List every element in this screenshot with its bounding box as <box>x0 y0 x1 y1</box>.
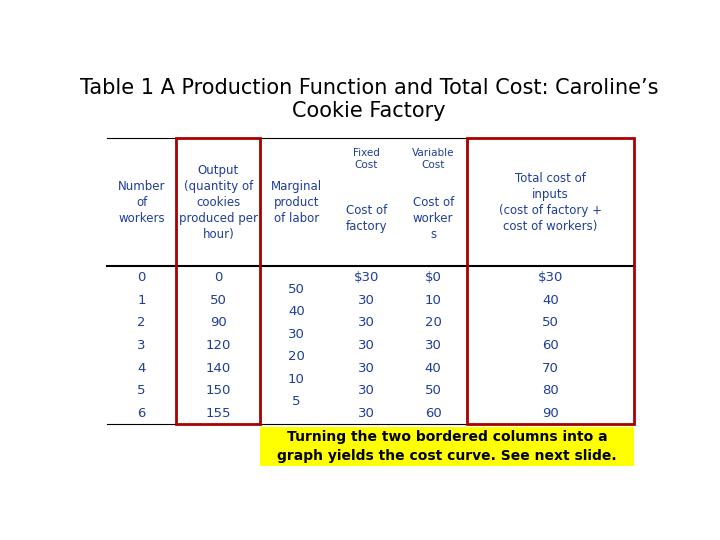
Text: 10: 10 <box>288 373 305 386</box>
Text: 60: 60 <box>542 339 559 352</box>
Text: 30: 30 <box>358 316 374 329</box>
Text: 50: 50 <box>542 316 559 329</box>
Text: 0: 0 <box>138 271 146 284</box>
Text: 40: 40 <box>425 362 441 375</box>
Text: 150: 150 <box>206 384 231 397</box>
Text: 70: 70 <box>542 362 559 375</box>
Text: Marginal
product
of labor: Marginal product of labor <box>271 179 322 225</box>
Text: Table 1 A Production Function and Total Cost: Caroline’s: Table 1 A Production Function and Total … <box>80 78 658 98</box>
Text: 5: 5 <box>138 384 146 397</box>
Text: 50: 50 <box>288 282 305 295</box>
Text: 10: 10 <box>425 294 441 307</box>
Text: 1: 1 <box>138 294 146 307</box>
Text: 80: 80 <box>542 384 559 397</box>
Text: 30: 30 <box>288 328 305 341</box>
Text: 20: 20 <box>288 350 305 363</box>
FancyBboxPatch shape <box>260 427 634 466</box>
Text: $30: $30 <box>538 271 563 284</box>
Text: 90: 90 <box>542 407 559 420</box>
Text: Turning the two bordered columns into a
graph yields the cost curve. See next sl: Turning the two bordered columns into a … <box>277 429 617 463</box>
Text: 40: 40 <box>288 305 305 318</box>
Text: 30: 30 <box>358 407 374 420</box>
Text: 30: 30 <box>358 384 374 397</box>
Text: 0: 0 <box>214 271 222 284</box>
Text: 120: 120 <box>206 339 231 352</box>
Text: Fixed
Cost: Fixed Cost <box>353 148 379 170</box>
Text: Cost of
worker
s: Cost of worker s <box>413 196 454 241</box>
Text: 90: 90 <box>210 316 227 329</box>
Text: Total cost of
inputs
(cost of factory +
cost of workers): Total cost of inputs (cost of factory + … <box>499 172 602 233</box>
Text: $0: $0 <box>425 271 441 284</box>
Text: Cost of
factory: Cost of factory <box>346 204 387 233</box>
Text: 4: 4 <box>138 362 146 375</box>
Text: 6: 6 <box>138 407 146 420</box>
Text: 5: 5 <box>292 395 301 408</box>
Text: 155: 155 <box>206 407 231 420</box>
Text: Variable
Cost: Variable Cost <box>412 148 454 170</box>
Text: 30: 30 <box>425 339 441 352</box>
Text: 140: 140 <box>206 362 231 375</box>
Text: 60: 60 <box>425 407 441 420</box>
Text: 40: 40 <box>542 294 559 307</box>
Text: 2: 2 <box>138 316 146 329</box>
Text: 30: 30 <box>358 362 374 375</box>
Text: 50: 50 <box>425 384 441 397</box>
Text: 50: 50 <box>210 294 227 307</box>
Text: Cookie Factory: Cookie Factory <box>292 102 446 122</box>
Text: 20: 20 <box>425 316 441 329</box>
Text: Number
of
workers: Number of workers <box>118 179 166 225</box>
Text: $30: $30 <box>354 271 379 284</box>
Text: 30: 30 <box>358 339 374 352</box>
Text: Output
(quantity of
cookies
produced per
hour): Output (quantity of cookies produced per… <box>179 164 258 240</box>
Text: 3: 3 <box>138 339 146 352</box>
Text: 30: 30 <box>358 294 374 307</box>
